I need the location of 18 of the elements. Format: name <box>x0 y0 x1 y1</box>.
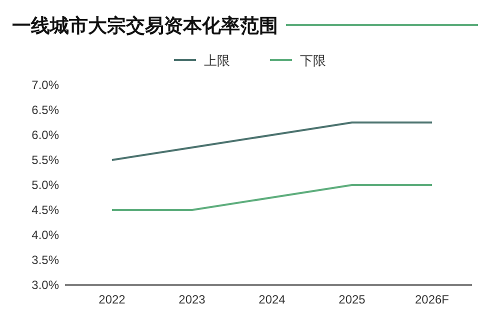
x-tick-label: 2022 <box>98 292 126 307</box>
y-tick-label: 3.0% <box>32 278 60 292</box>
x-tick-label: 2025 <box>338 292 366 307</box>
legend-label: 上限 <box>204 54 230 69</box>
y-tick-label: 6.5% <box>32 102 60 117</box>
chart-title: 一线城市大宗交易资本化率范围 <box>12 15 278 37</box>
y-tick-label: 5.5% <box>32 152 60 167</box>
legend-label: 下限 <box>300 54 326 69</box>
y-tick-label: 4.5% <box>32 202 60 217</box>
y-tick-label: 5.0% <box>32 178 60 192</box>
y-tick-label: 6.0% <box>32 128 60 142</box>
y-tick-label: 4.0% <box>32 228 60 242</box>
line-series <box>111 122 433 161</box>
x-tick-label: 2023 <box>178 292 206 307</box>
x-tick-label: 2024 <box>258 292 286 307</box>
x-tick-label: 2026F <box>414 292 450 307</box>
y-tick-label: 3.5% <box>32 252 60 267</box>
y-tick-label: 7.0% <box>32 78 60 92</box>
